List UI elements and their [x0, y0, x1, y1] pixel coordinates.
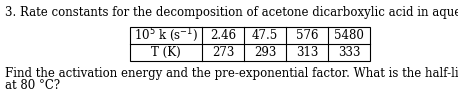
Text: 576: 576 — [296, 29, 318, 42]
Text: at 80 °C?: at 80 °C? — [5, 79, 60, 92]
Text: 10$^5$ k (s$^{-1}$): 10$^5$ k (s$^{-1}$) — [134, 27, 198, 44]
Text: 2.46: 2.46 — [210, 29, 236, 42]
Text: 273: 273 — [212, 46, 234, 59]
Bar — [130, 27, 370, 61]
Text: T (K): T (K) — [151, 46, 181, 59]
Text: 293: 293 — [254, 46, 276, 59]
Text: 3. Rate constants for the decomposition of acetone dicarboxylic acid in aqueous : 3. Rate constants for the decomposition … — [5, 6, 458, 19]
Text: Find the activation energy and the pre-exponential factor. What is the half-life: Find the activation energy and the pre-e… — [5, 67, 458, 80]
Text: 313: 313 — [296, 46, 318, 59]
Text: 333: 333 — [338, 46, 360, 59]
Text: 47.5: 47.5 — [252, 29, 278, 42]
Text: 5480: 5480 — [334, 29, 364, 42]
